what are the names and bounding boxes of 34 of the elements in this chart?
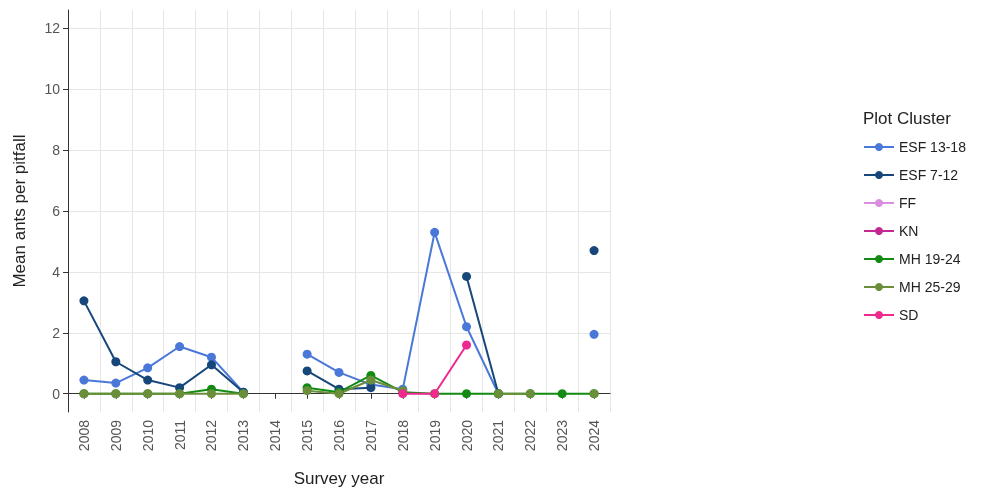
y-tick-label: 4 (52, 263, 61, 280)
y-tick-label: 0 (52, 385, 61, 402)
legend-label: MH 19-24 (899, 251, 961, 267)
x-tick-label: 2017 (362, 419, 379, 452)
x-tick-label: 2021 (490, 419, 507, 452)
x-tick-label: 2019 (426, 419, 443, 452)
y-tick-label: 6 (52, 203, 61, 219)
legend-label: KN (899, 223, 919, 239)
x-tick-label: 2011 (171, 419, 188, 451)
x-tick-label: 2022 (522, 419, 539, 452)
x-tick-label: 2020 (458, 419, 475, 452)
y-tick-label: 12 (44, 20, 61, 37)
legend-label: SD (899, 307, 919, 323)
legend-title: Plot Cluster (863, 109, 952, 128)
x-tick-label: 2008 (75, 419, 92, 452)
legend-label: ESF 7-12 (899, 167, 959, 183)
x-tick-label: 2014 (267, 419, 284, 452)
x-tick-label: 2024 (586, 419, 603, 452)
x-tick-label: 2010 (139, 419, 156, 452)
y-axis-title: Mean ants per pitfall (10, 134, 29, 288)
x-tick-label: 2015 (299, 419, 316, 452)
x-tick-label: 2013 (235, 419, 252, 452)
x-tick-label: 2012 (203, 419, 220, 452)
y-tick-label: 2 (52, 324, 61, 341)
x-tick-label: 2009 (107, 419, 124, 452)
x-tick-label: 2016 (331, 419, 347, 452)
x-tick-label: 2018 (394, 419, 411, 452)
y-tick-label: 8 (52, 142, 61, 159)
legend-label: MH 25-29 (899, 279, 961, 295)
x-axis-title: Survey year (293, 469, 385, 488)
y-tick-label: 10 (44, 81, 61, 98)
x-tick-label: 2023 (554, 419, 571, 452)
legend-label: FF (899, 195, 917, 211)
legend-label: ESF 13-18 (899, 139, 967, 155)
